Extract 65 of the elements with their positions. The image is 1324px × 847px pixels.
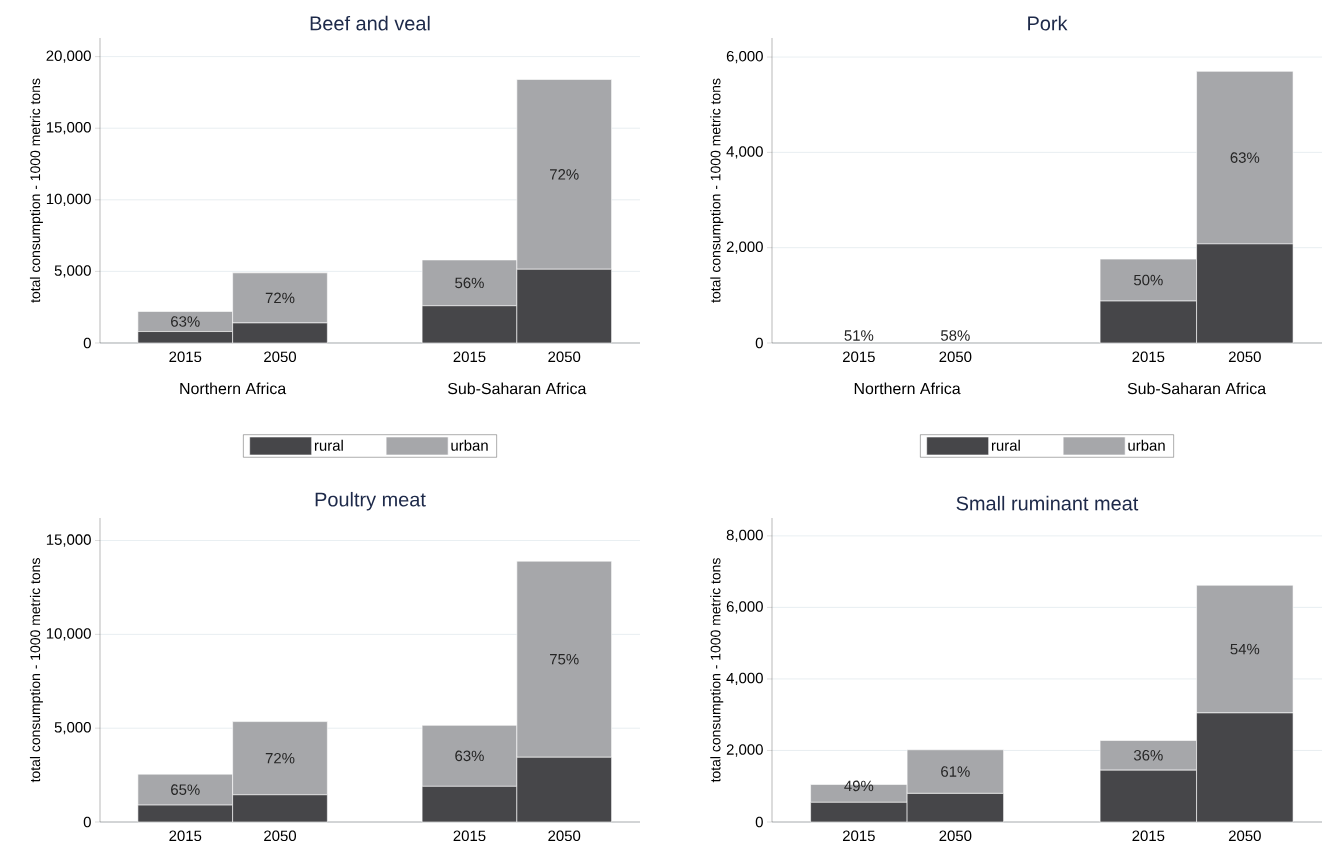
x-tick-label: 2050 bbox=[264, 351, 297, 363]
annotation: 36% bbox=[1133, 750, 1163, 761]
x-tick-label: 2015 bbox=[169, 351, 202, 363]
x-tick-label: 2015 bbox=[842, 351, 875, 363]
y-axis-title: total consumption - 1000 metric tons bbox=[710, 78, 724, 303]
y-tick-label: 10,000 bbox=[46, 628, 91, 641]
text: Sub-Saharan Africa bbox=[448, 382, 587, 395]
x-tick-label: 2050 bbox=[548, 351, 581, 363]
y-tick-label: 5,000 bbox=[54, 722, 91, 735]
y-tick-label: 10,000 bbox=[46, 193, 91, 206]
annotation: 51% bbox=[844, 330, 874, 341]
annotation: 54% bbox=[1230, 643, 1260, 655]
y-tick-label: 0 bbox=[83, 816, 91, 828]
text: Northern Africa bbox=[854, 382, 961, 395]
y-tick-label: 20,000 bbox=[46, 50, 91, 63]
legend-label: rural bbox=[991, 439, 1020, 451]
x-tick-label: 2050 bbox=[1228, 351, 1261, 363]
x-tick-label: 2015 bbox=[453, 830, 486, 842]
x-tick-label: 2015 bbox=[453, 351, 486, 363]
y-tick-label: 6,000 bbox=[726, 50, 763, 64]
x-tick-label: 2015 bbox=[1132, 351, 1165, 363]
y-tick-label: 0 bbox=[83, 337, 91, 349]
y-tick-label: 8,000 bbox=[726, 529, 763, 543]
y-axis-title: total consumption - 1000 metric tons bbox=[710, 558, 724, 783]
y-tick-label: 15,000 bbox=[46, 122, 91, 135]
chart-title: Beef and veal bbox=[310, 15, 430, 31]
annotation: 61% bbox=[941, 766, 970, 777]
annotation: 75% bbox=[550, 653, 579, 665]
x-tick-label: 2050 bbox=[1228, 830, 1261, 842]
legend-label: urban bbox=[1128, 439, 1165, 451]
y-tick-label: 6,000 bbox=[726, 601, 763, 614]
text: Northern Africa bbox=[180, 382, 287, 395]
x-tick-label: 2050 bbox=[548, 830, 581, 842]
x-tick-label: 2015 bbox=[169, 830, 202, 842]
y-tick-label: 4,000 bbox=[726, 672, 763, 686]
chart-title: Pork bbox=[1028, 15, 1068, 31]
chart-title: Poultry meat bbox=[315, 491, 426, 511]
y-tick-label: 5,000 bbox=[54, 265, 91, 278]
annotation: 63% bbox=[171, 316, 200, 327]
annotation: 72% bbox=[550, 169, 579, 180]
y-axis-title: total consumption - 1000 metric tons bbox=[29, 78, 43, 303]
x-tick-label: 2015 bbox=[842, 830, 875, 842]
annotation: 63% bbox=[1230, 152, 1260, 163]
annotation: 56% bbox=[455, 277, 484, 289]
y-tick-label: 2,000 bbox=[726, 241, 763, 254]
x-tick-label: 2050 bbox=[939, 351, 972, 363]
y-tick-label: 0 bbox=[755, 337, 763, 349]
annotation: 63% bbox=[455, 750, 484, 762]
legend-label: urban bbox=[451, 439, 488, 451]
annotation: 72% bbox=[265, 292, 295, 304]
annotation: 65% bbox=[171, 784, 200, 795]
y-tick-label: 0 bbox=[755, 816, 763, 828]
annotation: 72% bbox=[265, 752, 295, 764]
y-tick-label: 4,000 bbox=[726, 146, 763, 159]
annotation: 50% bbox=[1133, 274, 1163, 286]
y-tick-label: 15,000 bbox=[46, 534, 91, 547]
text: Sub-Saharan Africa bbox=[1127, 382, 1267, 395]
chart-title: Small ruminant meat bbox=[956, 495, 1139, 511]
x-tick-label: 2015 bbox=[1132, 830, 1165, 842]
legend-label: rural bbox=[314, 439, 343, 451]
y-tick-label: 2,000 bbox=[726, 744, 763, 757]
y-axis-title: total consumption - 1000 metric tons bbox=[29, 558, 43, 783]
x-tick-label: 2050 bbox=[939, 830, 972, 842]
annotation: 58% bbox=[940, 330, 970, 341]
x-tick-label: 2050 bbox=[264, 830, 297, 842]
